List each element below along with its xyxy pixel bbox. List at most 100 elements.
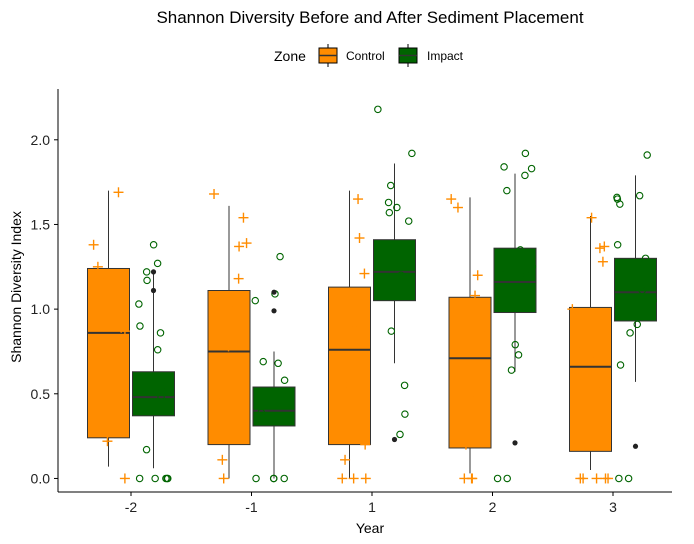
box-control-3 — [569, 215, 612, 470]
box-body — [207, 290, 251, 446]
point-control--2-3 — [92, 261, 103, 272]
point-control-1-0 — [353, 194, 364, 205]
point-impact--1-5 — [280, 376, 289, 384]
point-control-3-12 — [578, 473, 589, 484]
box-impact-3 — [614, 175, 657, 382]
point-control-2-10 — [466, 473, 477, 484]
point-control--1-3 — [234, 241, 245, 252]
point-control-3-0 — [586, 212, 597, 223]
box-control-2 — [448, 197, 492, 474]
point-impact-3-11 — [626, 329, 634, 337]
box-body — [493, 247, 537, 314]
point-impact-1-9 — [400, 381, 409, 390]
point-impact-3-14 — [615, 474, 623, 483]
point-control--1-7 — [223, 341, 234, 352]
point-control--1-0 — [209, 188, 220, 199]
box-body — [87, 267, 130, 439]
point-control-1-7 — [340, 454, 351, 465]
legend-key-control — [318, 44, 338, 67]
point-control--1-9 — [217, 454, 228, 465]
point-impact-2-6 — [528, 263, 537, 271]
box-body — [132, 371, 175, 417]
point-control--2-0 — [113, 187, 124, 198]
point-impact-1-3 — [384, 198, 393, 207]
box-impact--2 — [132, 273, 175, 469]
point-impact--2-15 — [163, 474, 171, 483]
box-body — [252, 386, 296, 427]
x-tick-label-2: 1 — [368, 499, 376, 515]
outlier-impact-3-0 — [632, 443, 639, 449]
point-impact--2-6 — [156, 329, 165, 337]
box-control--2 — [87, 190, 130, 467]
point-impact--1-0 — [276, 252, 284, 261]
box-impact--1 — [252, 351, 296, 479]
legend-title: Zone — [274, 48, 306, 64]
outlier-impact--2-1 — [150, 287, 157, 294]
box-control-1 — [328, 190, 371, 479]
point-impact--1-11 — [280, 474, 288, 483]
point-impact-2-9 — [511, 340, 519, 349]
point-control--1-4 — [233, 273, 244, 284]
point-control--1-10 — [214, 388, 225, 399]
point-control--1-8 — [218, 473, 229, 484]
point-control-3-13 — [597, 422, 608, 433]
point-control-3-11 — [591, 473, 602, 484]
point-impact--2-12 — [151, 474, 159, 483]
point-control-2-3 — [470, 290, 481, 301]
point-control-2-2 — [472, 270, 483, 281]
point-impact-2-1 — [500, 163, 508, 171]
point-impact-2-0 — [521, 149, 530, 158]
point-impact--2-7 — [153, 346, 162, 354]
x-tick-label-1: -1 — [245, 499, 258, 515]
point-control-2-4 — [480, 326, 491, 337]
point-impact-2-8 — [521, 271, 530, 280]
point-impact-3-13 — [624, 474, 633, 483]
point-impact-3-7 — [635, 259, 644, 268]
point-impact--2-4 — [135, 300, 143, 308]
point-control-1-8 — [348, 473, 359, 484]
x-tick-label-3: 2 — [489, 499, 497, 515]
box-impact-1 — [373, 163, 416, 364]
point-impact-2-4 — [503, 186, 511, 195]
axis-ticks: 0.0 0.5 1.0 1.5 2.0 -2 -1 1 2 3 — [31, 132, 618, 515]
point-control--1-1 — [238, 212, 249, 223]
legend-label-impact: Impact — [427, 49, 464, 63]
point-control-3-5 — [573, 341, 584, 352]
legend-label-control: Control — [346, 49, 385, 63]
outlier-impact--2-0 — [150, 269, 157, 275]
outlier-impact--1-0 — [271, 289, 277, 295]
x-axis-title: Year — [356, 520, 385, 536]
point-impact--2-13 — [135, 474, 144, 483]
outlier-impact--1-1 — [271, 308, 277, 314]
point-impact-1-11 — [396, 430, 404, 439]
point-impact-2-11 — [507, 366, 516, 374]
point-control-1-11 — [353, 361, 364, 372]
point-impact-2-5 — [516, 246, 525, 254]
point-impact-2-3 — [521, 171, 529, 180]
point-impact-2-2 — [527, 164, 536, 173]
point-impact--2-0 — [149, 241, 158, 249]
point-control--2-6 — [97, 278, 108, 289]
point-control-2-7 — [460, 439, 471, 450]
point-impact-2-10 — [514, 351, 523, 359]
point-impact-2-12 — [503, 474, 511, 483]
point-impact-3-6 — [641, 254, 650, 263]
point-impact--1-2 — [251, 296, 260, 305]
point-impact--2-8 — [157, 383, 165, 391]
point-control--2-5 — [102, 436, 113, 447]
point-impact-3-9 — [649, 296, 657, 305]
point-impact-3-12 — [616, 361, 625, 369]
box-body — [614, 257, 657, 322]
point-impact-3-10 — [633, 320, 642, 329]
box-control--1 — [207, 205, 251, 479]
y-tick-label-2: 1.0 — [31, 301, 51, 317]
point-impact--1-7 — [268, 415, 276, 423]
point-control-1-12 — [358, 354, 369, 365]
point-control-1-10 — [337, 473, 348, 484]
point-impact--2-9 — [157, 393, 165, 401]
point-impact--1-3 — [259, 357, 267, 366]
point-control-1-9 — [360, 473, 371, 484]
legend: Zone Control Impact — [274, 44, 464, 67]
point-control-3-4 — [567, 304, 578, 315]
